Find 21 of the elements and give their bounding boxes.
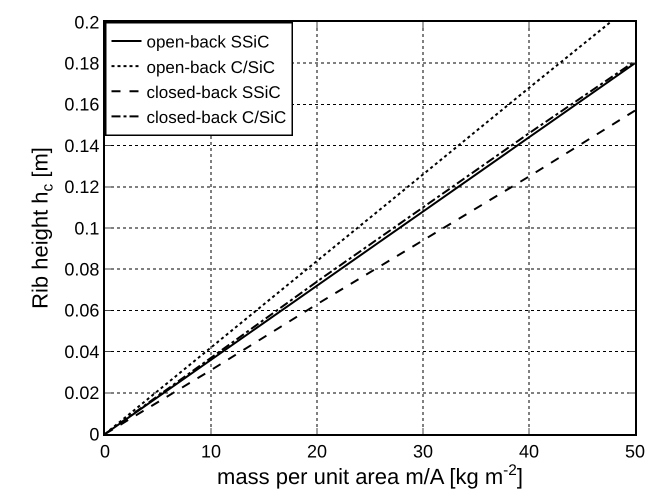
y-tick-label: 0.06 — [64, 300, 100, 321]
y-tick-label: 0.02 — [64, 383, 100, 404]
x-axis-title: mass per unit area m/A [kg m$^{-2}$] — [217, 462, 523, 489]
x-tick-label: 20 — [306, 442, 328, 462]
y-tick-label: 0 — [89, 424, 100, 444]
y-tick-label: 0.2 — [74, 12, 100, 32]
x-tick-label: 30 — [412, 442, 434, 462]
y-tick-label: 0.1 — [74, 218, 100, 238]
legend-label: closed-back SSiC — [146, 82, 281, 102]
y-tick-label: 0.16 — [64, 94, 100, 115]
legend-label: closed-back C/SiC — [146, 108, 286, 127]
x-tick-label: 10 — [200, 442, 222, 462]
x-tick-label: 40 — [518, 442, 540, 462]
y-tick-label: 0.18 — [64, 54, 100, 74]
y-tick-label: 0.12 — [64, 177, 100, 198]
y-tick-label: 0.14 — [64, 136, 100, 156]
legend-label: open-back C/SiC — [146, 58, 276, 77]
y-tick-label: 0.04 — [64, 342, 100, 362]
legend-label: open-back SSiC — [146, 32, 270, 52]
y-tick-label: 0.08 — [64, 260, 100, 280]
x-tick-label: 50 — [624, 442, 646, 462]
